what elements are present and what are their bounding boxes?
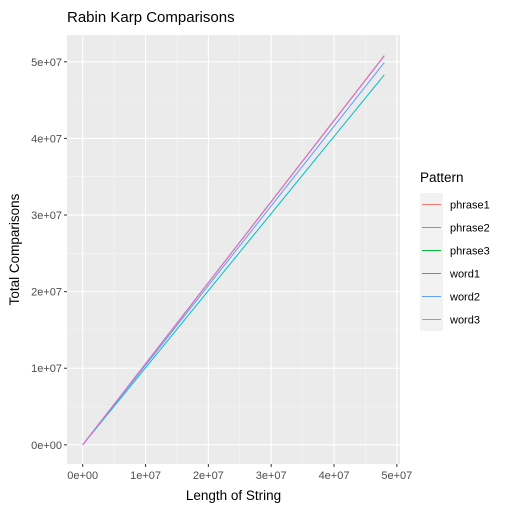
x-tick-label: 1e+07 [130, 470, 161, 482]
x-tick-label: 5e+07 [381, 470, 412, 482]
y-axis-label: Total Comparisons [7, 193, 22, 305]
legend-label-word1: word1 [449, 269, 480, 281]
y-tick-label: 0e+00 [31, 440, 62, 452]
y-tick-label: 1e+07 [31, 363, 62, 375]
y-axis: 0e+00 1e+07 2e+07 3e+07 4e+07 5e+07 [31, 57, 67, 452]
legend-label-phrase1: phrase1 [450, 200, 490, 212]
y-tick-label: 3e+07 [31, 210, 62, 222]
x-axis-label: Length of String [186, 488, 281, 503]
legend-label-word2: word2 [449, 292, 480, 304]
series-line-word1 [82, 74, 385, 446]
x-tick-label: 0e+00 [67, 470, 98, 482]
legend-label-phrase2: phrase2 [450, 223, 490, 235]
x-tick-label: 2e+07 [193, 470, 224, 482]
series-line-word3 [82, 55, 385, 446]
series-layer [82, 55, 385, 446]
grid-major [67, 35, 400, 464]
legend: Pattern phrase1 phrase2 phrase3 word1 word2 w… [420, 170, 490, 331]
legend-label-word3: word3 [449, 315, 480, 327]
x-axis: 0e+00 1e+07 2e+07 3e+07 4e+07 5e+07 [67, 464, 412, 482]
y-tick-label: 2e+07 [31, 287, 62, 299]
grid-minor [67, 35, 400, 464]
legend-items: phrase1 phrase2 phrase3 word1 word2 word3 [420, 193, 490, 331]
y-tick-label: 4e+07 [31, 133, 62, 145]
legend-label-phrase3: phrase3 [450, 246, 490, 258]
y-tick-label: 5e+07 [31, 57, 62, 69]
chart-title: Rabin Karp Comparisons [67, 9, 235, 26]
x-tick-label: 4e+07 [319, 470, 350, 482]
legend-title: Pattern [420, 170, 464, 185]
x-tick-label: 3e+07 [256, 470, 287, 482]
series-line-word2 [82, 62, 385, 446]
